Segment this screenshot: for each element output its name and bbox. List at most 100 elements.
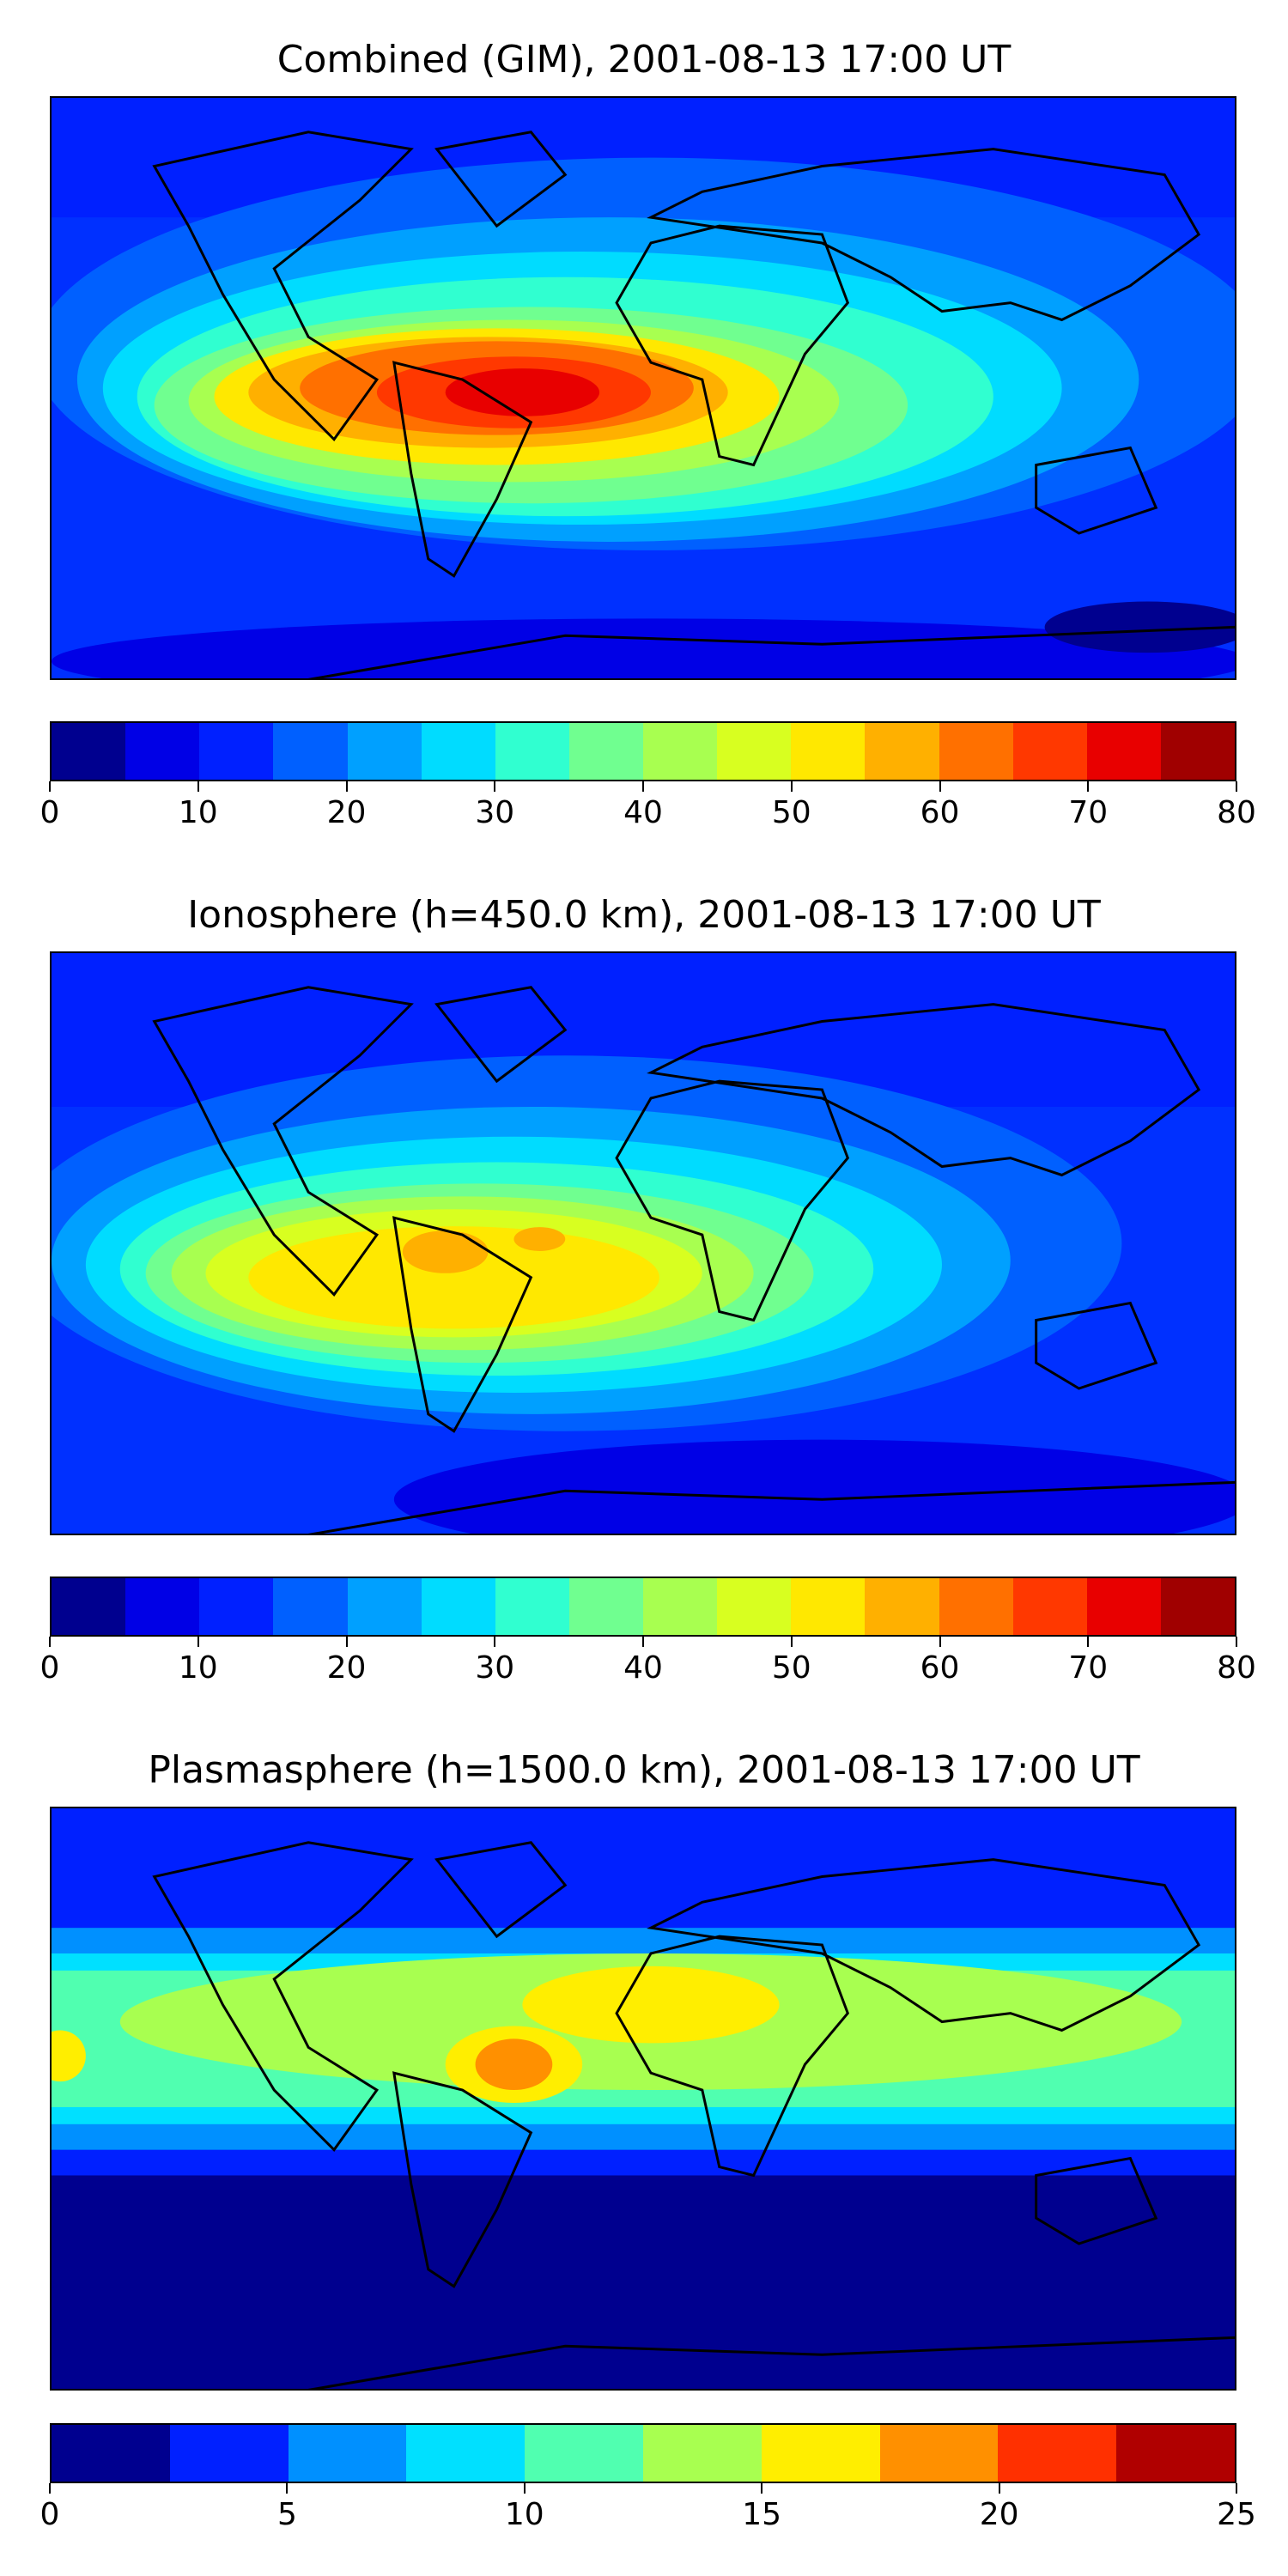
colorbar-swatch (643, 723, 718, 780)
colorbar-tick (49, 1637, 51, 1647)
colorbar-swatch (879, 2425, 999, 2482)
colorbar-swatch (421, 1578, 495, 1635)
colorbar-tick-label: 10 (178, 795, 218, 830)
colorbar-swatch (495, 723, 569, 780)
colorbar-swatch (125, 1578, 200, 1635)
colorbar-swatch (1086, 1578, 1161, 1635)
panel-1-map (50, 96, 1236, 680)
colorbar-tick (494, 781, 496, 792)
colorbar-swatch (1116, 2425, 1235, 2482)
colorbar-tick (345, 1637, 348, 1647)
colorbar-swatch (568, 723, 643, 780)
colorbar-tick-label: 25 (1217, 2497, 1256, 2532)
colorbar-tick-label: 10 (504, 2497, 544, 2532)
panel-2-map (50, 951, 1236, 1535)
colorbar-tick-label: 80 (1217, 795, 1256, 830)
colorbar-swatch (939, 1578, 1013, 1635)
colorbar-swatch (288, 2425, 407, 2482)
colorbar-swatch (525, 2425, 643, 2482)
colorbar-tick-label: 30 (475, 795, 515, 830)
colorbar-tick (197, 781, 199, 792)
colorbar-tick-label: 50 (771, 1650, 811, 1686)
colorbar-tick-label: 50 (771, 795, 811, 830)
colorbar-swatch (1012, 1578, 1087, 1635)
colorbar-swatch (169, 2425, 289, 2482)
colorbar-swatch (761, 2425, 880, 2482)
colorbar-tick (1236, 2483, 1237, 2494)
panel-2-colorbar-ticks: 0 10 20 30 40 50 60 70 80 (40, 1637, 1256, 1688)
colorbar-swatch (1012, 723, 1087, 780)
colorbar-swatch (199, 1578, 274, 1635)
colorbar-swatch (1086, 723, 1161, 780)
colorbar-swatch (791, 1578, 866, 1635)
colorbar-tick-label: 5 (276, 2497, 297, 2532)
colorbar-tick-label: 40 (623, 795, 663, 830)
colorbar-tick-label: 10 (178, 1650, 218, 1686)
colorbar-tick-label: 60 (920, 1650, 960, 1686)
colorbar-tick (939, 781, 941, 792)
panel-1-colorbar-ticks: 0 10 20 30 40 50 60 70 80 (40, 781, 1256, 833)
colorbar-swatch (865, 723, 939, 780)
colorbar-tick (523, 2483, 526, 2494)
colorbar-tick-label: 70 (1068, 1650, 1109, 1686)
colorbar-tick-label: 15 (742, 2497, 782, 2532)
panel-3-map (50, 1807, 1236, 2391)
colorbar-tick-label: 0 (39, 795, 60, 830)
colorbar-tick-label: 70 (1068, 795, 1109, 830)
colorbar-tick (286, 2483, 289, 2494)
panel-3-colorbar (50, 2423, 1236, 2483)
panel-3-title: Plasmasphere (h=1500.0 km), 2001-08-13 1… (148, 1748, 1140, 1792)
colorbar-swatch (717, 1578, 792, 1635)
colorbar-swatch (52, 2425, 170, 2482)
colorbar-tick (790, 1637, 793, 1647)
colorbar-swatch (939, 723, 1013, 780)
colorbar-swatch (865, 1578, 939, 1635)
colorbar-swatch (199, 723, 274, 780)
colorbar-tick (1087, 1637, 1090, 1647)
colorbar-swatch (642, 2425, 762, 2482)
colorbar-tick-label: 80 (1217, 1650, 1256, 1686)
panel-2-title: Ionosphere (h=450.0 km), 2001-08-13 17:0… (187, 893, 1101, 937)
colorbar-swatch (421, 723, 495, 780)
colorbar-swatch (717, 723, 792, 780)
colorbar-swatch (273, 1578, 348, 1635)
colorbar-tick (345, 781, 348, 792)
colorbar-tick (790, 781, 793, 792)
colorbar-tick-label: 20 (326, 795, 367, 830)
colorbar-swatch (273, 723, 348, 780)
colorbar-tick-label: 20 (979, 2497, 1019, 2532)
colorbar-swatch (998, 2425, 1117, 2482)
colorbar-swatch (347, 1578, 422, 1635)
colorbar-swatch (643, 1578, 718, 1635)
colorbar-tick-label: 40 (623, 1650, 663, 1686)
colorbar-swatch (495, 1578, 569, 1635)
panel-1-colorbar (50, 721, 1236, 781)
colorbar-tick (1236, 1637, 1237, 1647)
colorbar-tick-label: 60 (920, 795, 960, 830)
colorbar-tick (939, 1637, 941, 1647)
colorbar-tick (49, 2483, 51, 2494)
colorbar-tick (642, 1637, 644, 1647)
colorbar-tick-label: 0 (39, 1650, 60, 1686)
colorbar-tick-label: 0 (39, 2497, 60, 2532)
panel-3-colorbar-ticks: 0 5 10 15 20 25 (40, 2483, 1256, 2535)
colorbar-swatch (347, 723, 422, 780)
colorbar-tick (1236, 781, 1237, 792)
panel-1-title: Combined (GIM), 2001-08-13 17:00 UT (276, 38, 1012, 82)
colorbar-tick (197, 1637, 199, 1647)
colorbar-swatch (1160, 723, 1235, 780)
colorbar-swatch (125, 723, 200, 780)
colorbar-tick (642, 781, 644, 792)
colorbar-swatch (406, 2425, 526, 2482)
colorbar-swatch (568, 1578, 643, 1635)
colorbar-swatch (52, 723, 126, 780)
panel-2-colorbar (50, 1577, 1236, 1637)
colorbar-tick-label: 20 (326, 1650, 367, 1686)
colorbar-tick (1087, 781, 1090, 792)
colorbar-swatch (52, 1578, 126, 1635)
colorbar-tick (49, 781, 51, 792)
colorbar-tick-label: 30 (475, 1650, 515, 1686)
colorbar-tick (494, 1637, 496, 1647)
colorbar-tick (998, 2483, 1000, 2494)
colorbar-tick (761, 2483, 763, 2494)
